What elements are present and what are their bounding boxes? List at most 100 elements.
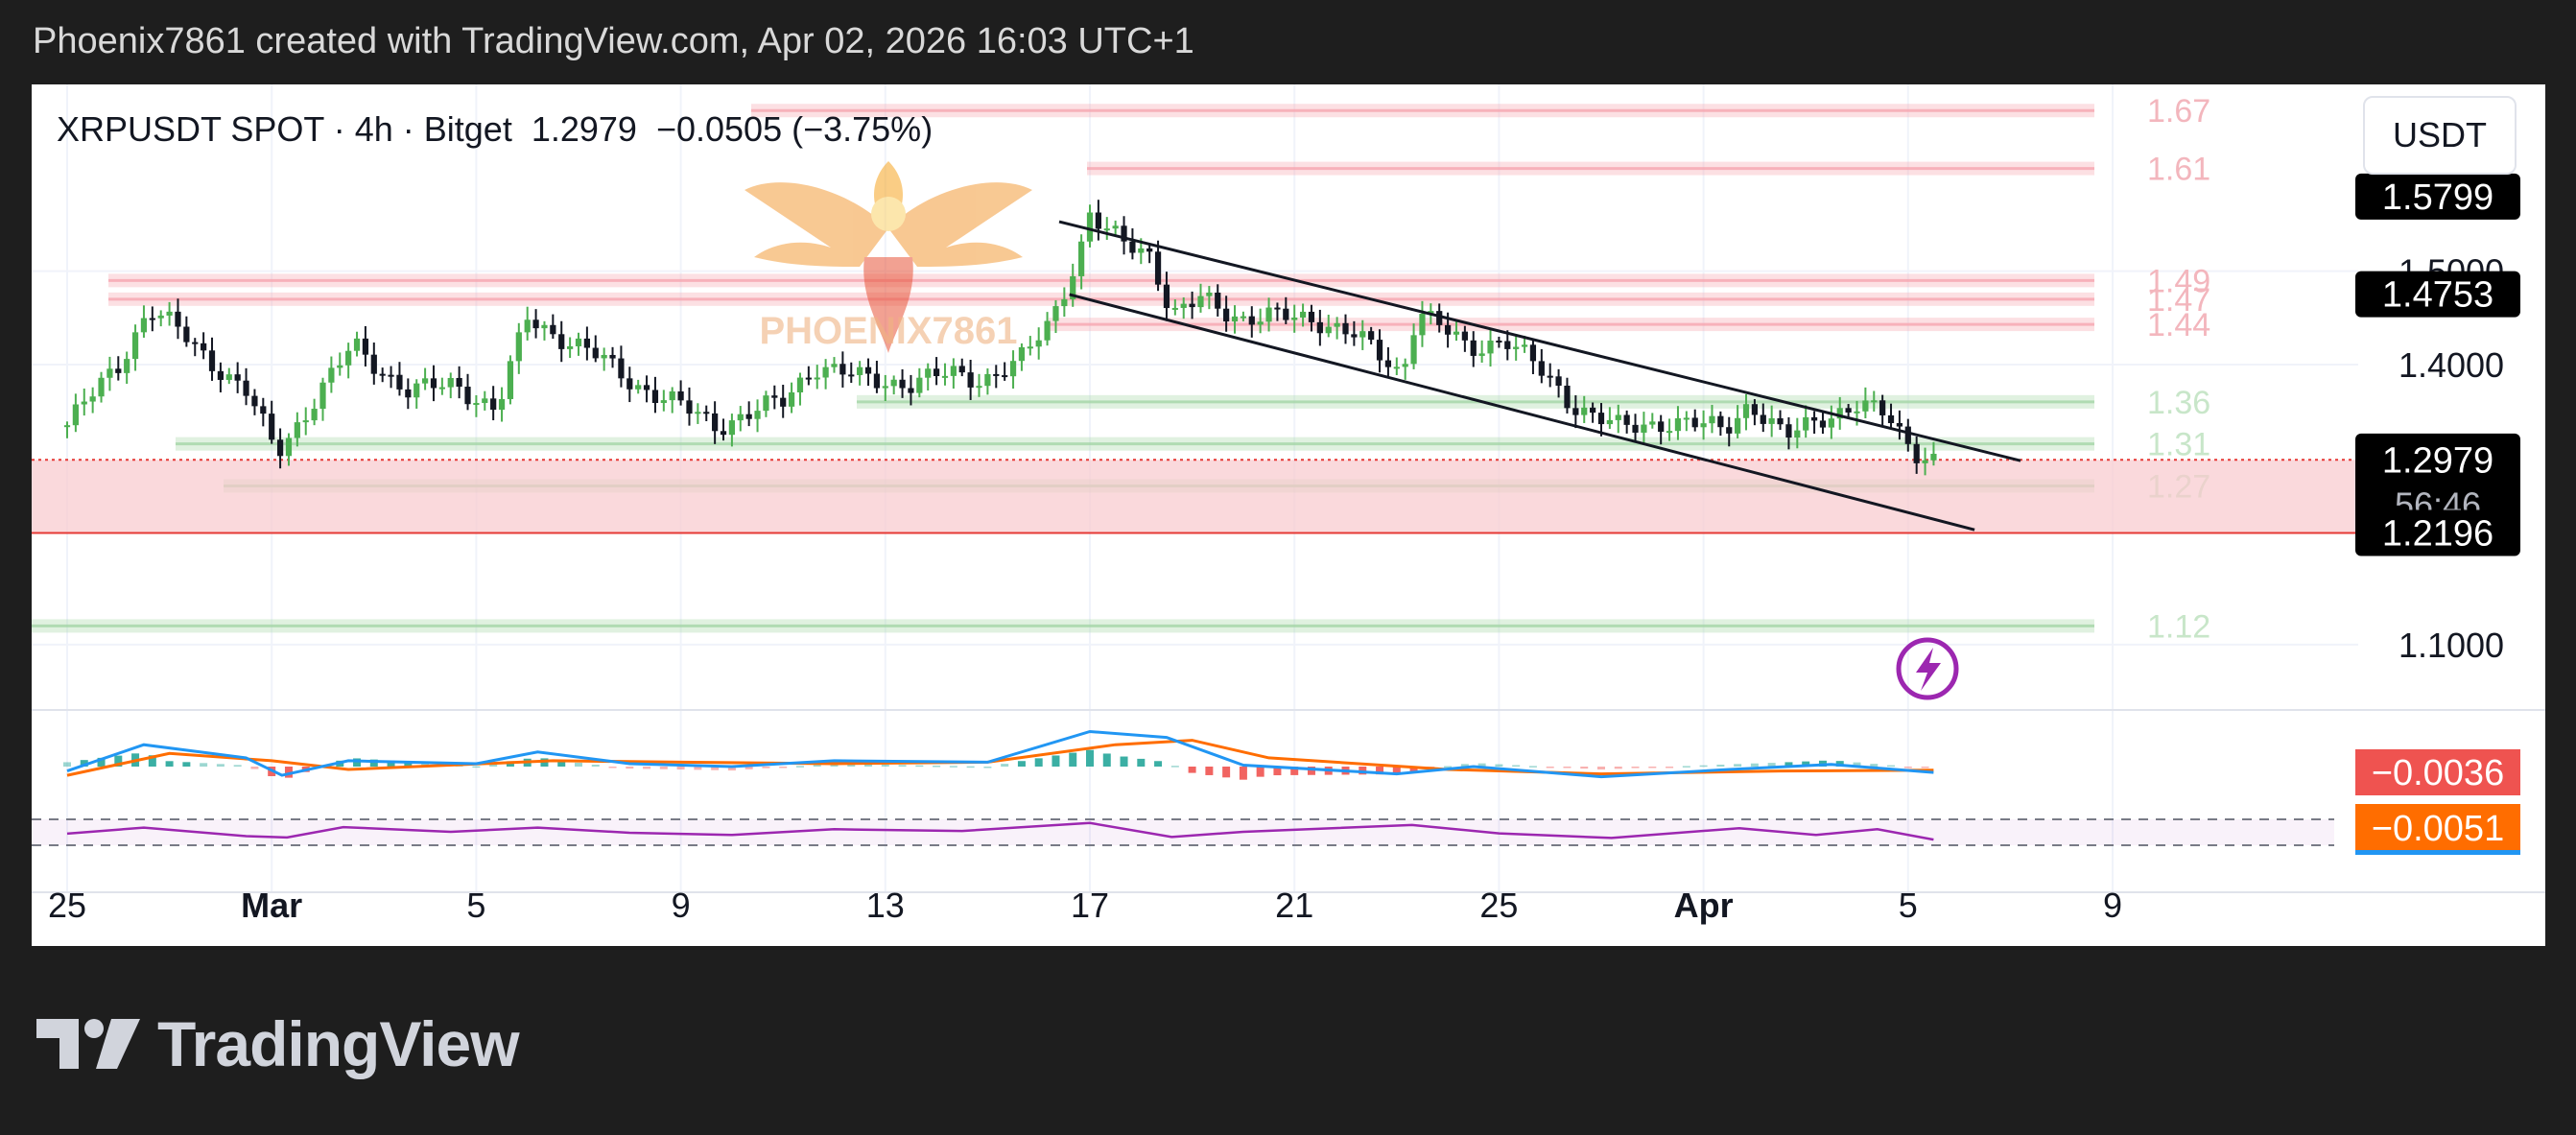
candle-body <box>379 373 386 376</box>
candle-107 <box>976 373 982 397</box>
candle-108 <box>984 367 991 395</box>
candle-body <box>1478 353 1485 356</box>
candle-191 <box>1691 409 1698 432</box>
candle-body <box>1018 346 1026 362</box>
candle-body <box>1803 416 1809 431</box>
macd-hist-bar <box>165 761 174 767</box>
candle-body <box>771 395 778 398</box>
candle-177 <box>1572 395 1579 429</box>
candle-body <box>234 374 241 381</box>
macd-hist-bar <box>200 763 208 767</box>
candle-body <box>1197 296 1204 308</box>
zone-rect <box>32 460 2358 533</box>
candle-body <box>1487 341 1494 354</box>
macd-hist-bar <box>1784 762 1793 767</box>
macd-hist-bar <box>1631 767 1640 768</box>
macd-hist-bar <box>1512 765 1521 767</box>
candle-36 <box>370 343 377 385</box>
macd-hist-bar <box>1034 758 1043 767</box>
candle-body <box>822 367 829 378</box>
macd-hist-bar <box>369 759 378 767</box>
candle-182 <box>1615 404 1621 434</box>
trend-channel[interactable] <box>1058 220 2021 532</box>
macd-badge: −0.0036 <box>2372 753 2504 793</box>
lightning-icon[interactable] <box>1896 637 1959 700</box>
candle-body <box>1504 341 1511 349</box>
macd-hist-bar <box>762 767 770 768</box>
candle-body <box>848 374 855 377</box>
candle-body <box>1555 376 1562 386</box>
candle-2 <box>81 388 87 416</box>
candle-19 <box>225 367 232 385</box>
candle-body <box>1223 308 1230 322</box>
candle-207 <box>1828 405 1834 439</box>
candle-body <box>456 377 462 388</box>
rsi-pane <box>32 818 2334 846</box>
macd-hist-bar <box>1392 767 1401 775</box>
price-badge-bg-3 <box>2355 437 2520 530</box>
candle-body <box>421 378 429 384</box>
candle-133 <box>1197 283 1204 313</box>
candle-24 <box>269 400 275 444</box>
currency-button[interactable]: USDT <box>2363 96 2517 175</box>
time-tick-0: 25 <box>48 886 86 925</box>
candle-42 <box>421 367 429 390</box>
candle-128 <box>1154 240 1162 292</box>
candle-158 <box>1410 323 1417 369</box>
candle-body <box>269 414 275 440</box>
candle-172 <box>1529 339 1537 374</box>
watermark-text: PHOENIX7861 <box>759 310 1017 352</box>
candle-body <box>430 378 437 389</box>
macd-hist-bar <box>1001 764 1009 767</box>
candle-body <box>1146 248 1153 252</box>
candle-18 <box>217 362 225 392</box>
candle-94 <box>864 358 872 387</box>
chart-area[interactable]: 1.671.611.491.471.441.361.311.271.12 PHO… <box>32 84 2545 946</box>
candle-40 <box>405 378 412 410</box>
candle-49 <box>482 390 488 411</box>
macd-hist-bar <box>779 767 788 768</box>
chart-canvas[interactable]: 1.671.611.491.471.441.361.311.271.12 PHO… <box>32 84 2545 946</box>
candle-body <box>780 397 787 407</box>
candle-body <box>140 318 148 333</box>
signal-badge: −0.0051 <box>2372 809 2504 849</box>
candle-168 <box>1496 336 1502 348</box>
candle-193 <box>1709 404 1715 434</box>
candle-28 <box>302 407 309 436</box>
macd-hist-bar <box>915 765 924 768</box>
macd-hist-bar <box>1666 767 1674 768</box>
candle-body <box>967 372 974 388</box>
candle-145 <box>1299 303 1307 327</box>
candle-body <box>225 374 232 380</box>
candle-96 <box>882 374 888 401</box>
macd-hist-bar <box>1853 762 1861 767</box>
candle-body <box>396 374 403 390</box>
macd-hist-bar <box>1273 767 1282 776</box>
candle-63 <box>601 347 607 371</box>
candle-97 <box>890 375 897 395</box>
candle-body <box>1794 430 1801 438</box>
tradingview-logo-icon <box>36 1019 140 1069</box>
candle-41 <box>414 379 420 409</box>
macd-hist-bar <box>898 765 907 767</box>
chart-credit: Phoenix7861 created with TradingView.com… <box>33 21 1194 61</box>
candle-body <box>1231 316 1239 322</box>
candle-62 <box>592 335 599 363</box>
candle-body <box>243 380 249 396</box>
candle-70 <box>660 390 667 412</box>
macd-hist-bar <box>353 758 362 767</box>
candle-body <box>370 354 377 374</box>
candle-body <box>1785 424 1792 438</box>
candle-body <box>1871 400 1878 403</box>
candle-25 <box>276 428 284 469</box>
candle-body <box>1615 414 1621 420</box>
candle-6 <box>115 356 122 381</box>
candle-106 <box>967 360 974 400</box>
candle-body <box>1027 346 1033 349</box>
candle-215 <box>1896 410 1903 440</box>
candle-body <box>626 378 633 390</box>
candle-92 <box>848 362 855 384</box>
candle-body <box>1521 344 1528 347</box>
candle-body <box>1419 314 1426 336</box>
candle-89 <box>822 359 829 390</box>
